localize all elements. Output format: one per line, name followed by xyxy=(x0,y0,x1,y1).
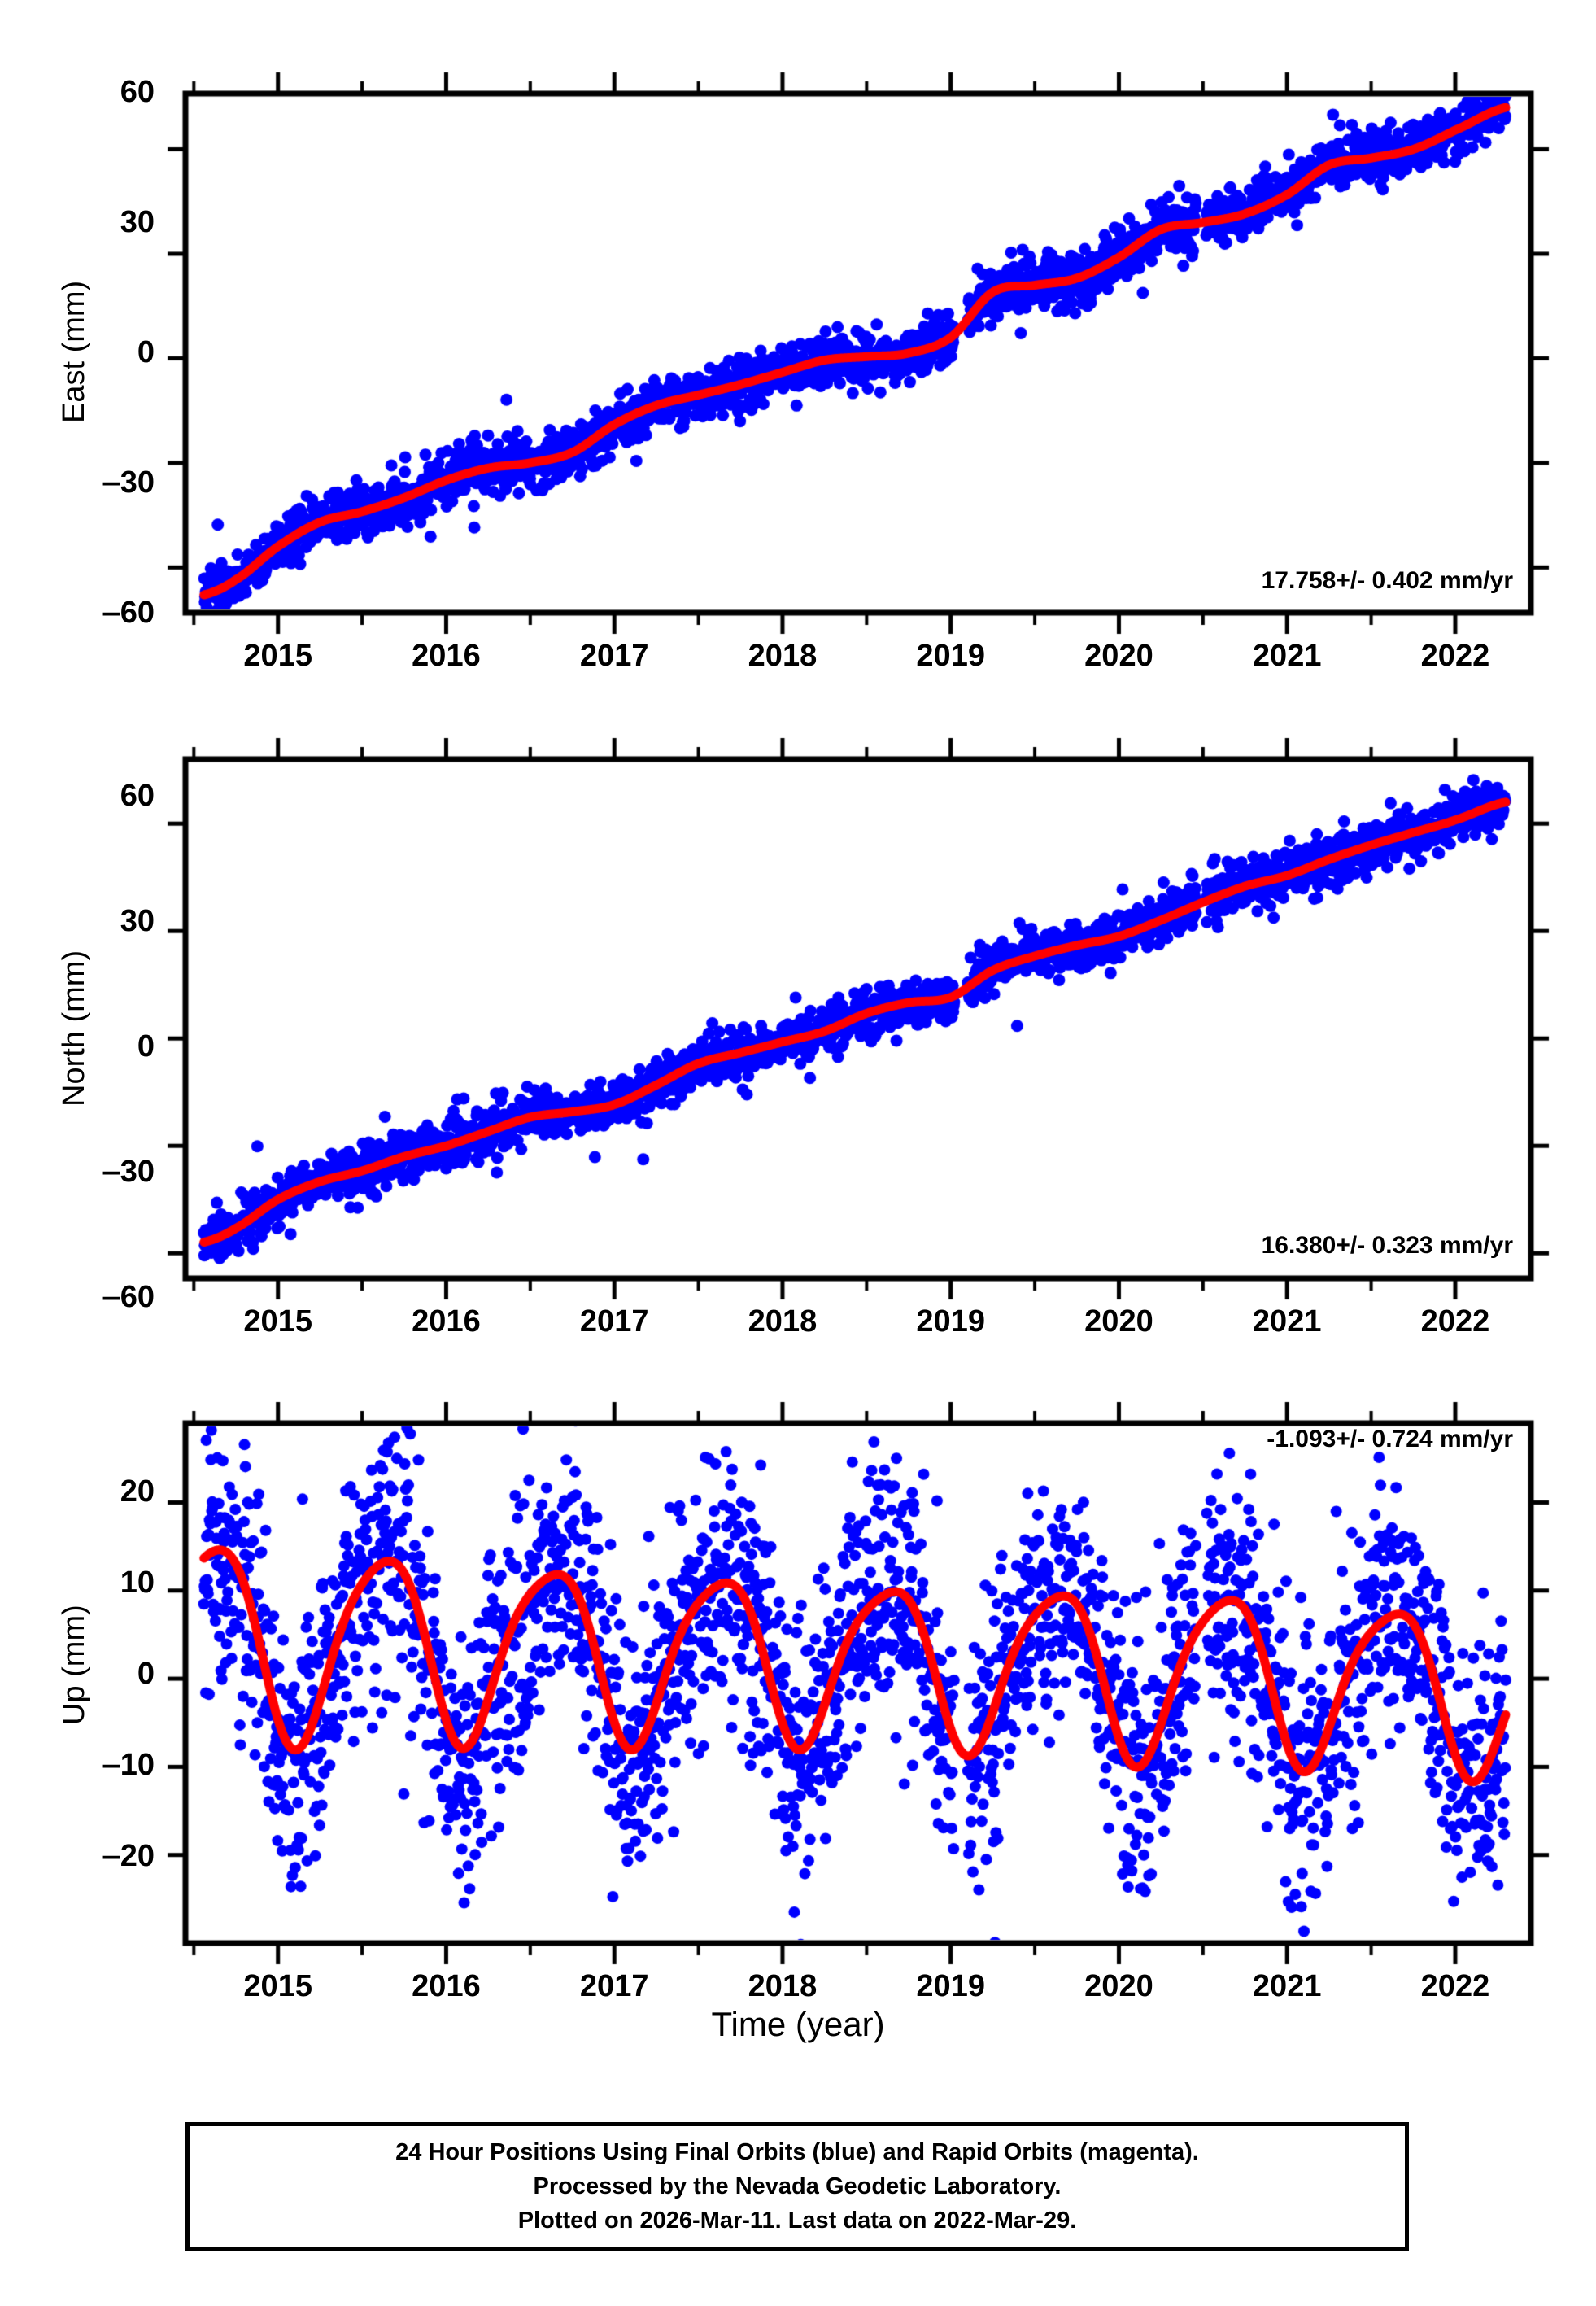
up-rate-annotation: -1.093+/- 0.724 mm/yr xyxy=(1267,1426,1513,1452)
east-ytick-m30: ‒30 xyxy=(102,465,155,500)
xtick-label-east-2015: 2015 xyxy=(243,639,312,673)
north-ytick-0: 0 xyxy=(137,1029,155,1063)
east-ytick-m60: ‒60 xyxy=(102,596,155,630)
xtick-label-up-2022: 2022 xyxy=(1420,1969,1490,2003)
xtick-label-up-2015: 2015 xyxy=(243,1969,312,2003)
xtick-label-east-2016: 2016 xyxy=(412,639,481,673)
up-ytick-10: 10 xyxy=(120,1566,155,1600)
xtick-label-east-2017: 2017 xyxy=(579,639,649,673)
xtick-label-north-2020: 2020 xyxy=(1084,1304,1153,1339)
xtick-label-east-2019: 2019 xyxy=(916,639,985,673)
xtick-label-up-2017: 2017 xyxy=(579,1969,649,2003)
xtick-label-up-2019: 2019 xyxy=(916,1969,985,2003)
north-axis-label: North (mm) xyxy=(57,950,91,1107)
xtick-label-east-2022: 2022 xyxy=(1420,639,1490,673)
xtick-label-north-2017: 2017 xyxy=(579,1304,649,1339)
xtick-label-east-2018: 2018 xyxy=(748,639,818,673)
xtick-label-north-2021: 2021 xyxy=(1252,1304,1322,1339)
up-ytick-m10: ‒10 xyxy=(102,1748,155,1782)
xtick-label-north-2019: 2019 xyxy=(916,1304,985,1339)
up-ytick-0: 0 xyxy=(137,1657,155,1691)
north-ytick-60: 60 xyxy=(120,779,155,813)
caption-box: 24 Hour Positions Using Final Orbits (bl… xyxy=(185,2122,1409,2251)
east-rate-annotation: 17.758+/- 0.402 mm/yr xyxy=(1261,567,1513,594)
east-ytick-0: 0 xyxy=(137,335,155,369)
xtick-label-east-2020: 2020 xyxy=(1084,639,1153,673)
xtick-label-up-2018: 2018 xyxy=(748,1969,818,2003)
north-rate-annotation: 16.380+/- 0.323 mm/yr xyxy=(1261,1232,1513,1259)
xtick-label-east-2021: 2021 xyxy=(1252,639,1322,673)
north-ytick-m30: ‒30 xyxy=(102,1155,155,1189)
east-ytick-60: 60 xyxy=(120,75,155,109)
xtick-label-north-2016: 2016 xyxy=(412,1304,481,1339)
xtick-label-up-2021: 2021 xyxy=(1252,1969,1322,2003)
xtick-label-north-2018: 2018 xyxy=(748,1304,818,1339)
xtick-label-up-2020: 2020 xyxy=(1084,1969,1153,2003)
xtick-label-north-2015: 2015 xyxy=(243,1304,312,1339)
xaxis-title: Time (year) xyxy=(711,2005,885,2043)
north-ytick-m60: ‒60 xyxy=(102,1280,155,1314)
north-ytick-30: 30 xyxy=(120,904,155,938)
caption-line-2: Processed by the Nevada Geodetic Laborat… xyxy=(533,2173,1062,2199)
up-ytick-20: 20 xyxy=(120,1474,155,1509)
xtick-label-up-2016: 2016 xyxy=(412,1969,481,2003)
up-ytick-m20: ‒20 xyxy=(102,1839,155,1873)
xtick-label-north-2022: 2022 xyxy=(1420,1304,1490,1339)
caption-line-3: Plotted on 2026-Mar-11. Last data on 202… xyxy=(517,2208,1077,2234)
east-ytick-30: 30 xyxy=(120,205,155,239)
caption-line-1: 24 Hour Positions Using Final Orbits (bl… xyxy=(395,2138,1199,2165)
